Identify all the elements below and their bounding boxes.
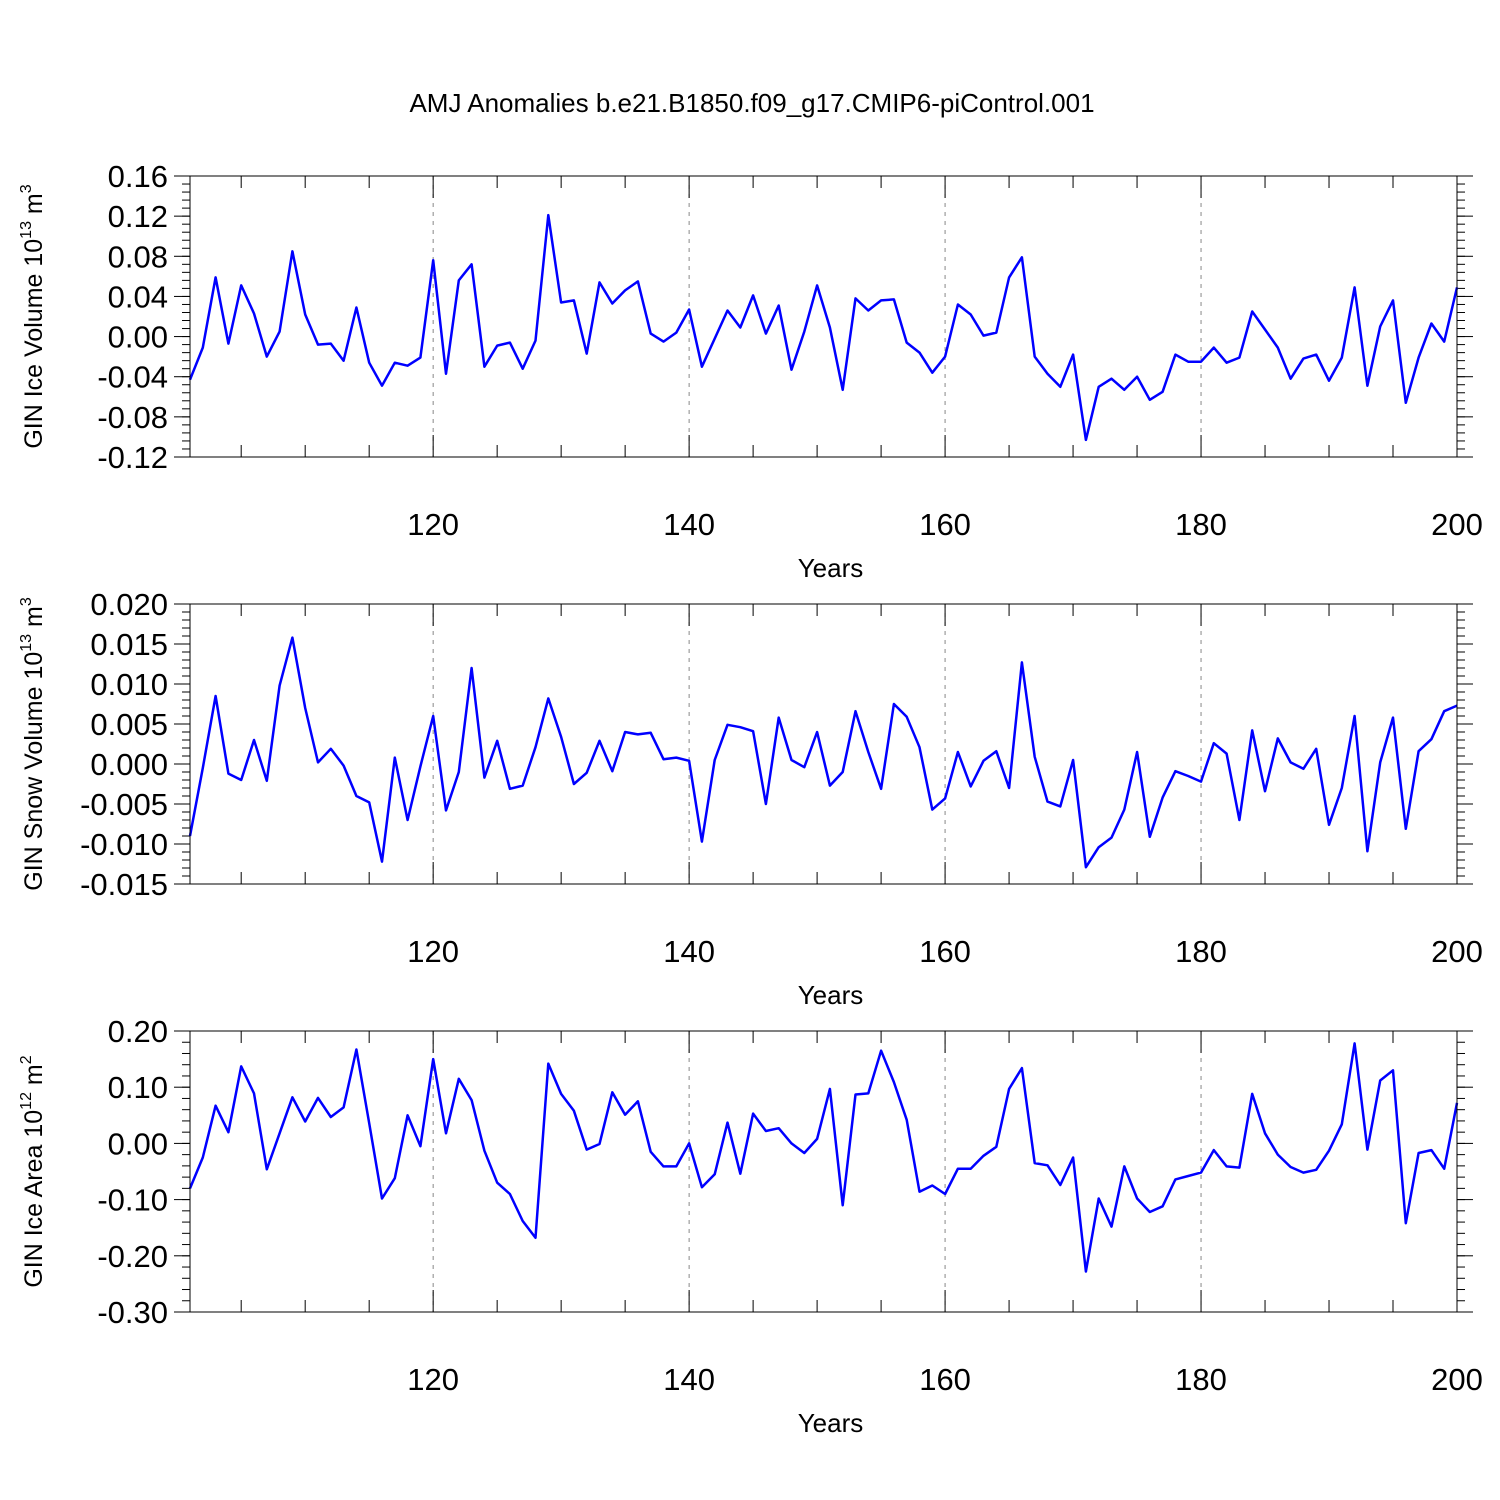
- x-tick-label: 180: [1175, 934, 1227, 969]
- x-tick-label: 200: [1431, 507, 1483, 542]
- chart-title: AMJ Anomalies b.e21.B1850.f09_g17.CMIP6-…: [409, 88, 1094, 118]
- y-tick-label: 0.10: [108, 1070, 168, 1105]
- series-line-1: [188, 213, 1459, 442]
- x-tick-label: 180: [1175, 1362, 1227, 1397]
- series-line-3: [188, 1042, 1459, 1273]
- y-axis-label: GIN Snow Volume 1013 m3: [18, 597, 48, 891]
- x-tick-label: 200: [1431, 1362, 1483, 1397]
- y-tick-label: -0.08: [97, 400, 168, 435]
- x-tick-label: 160: [919, 507, 971, 542]
- y-axis-label: GIN Ice Area 1012 m2: [18, 1055, 48, 1287]
- x-axis-label: Years: [798, 1408, 864, 1438]
- y-tick-label: 0.04: [108, 279, 168, 314]
- y-tick-label: 0.010: [90, 667, 168, 702]
- y-tick-label: 0.015: [90, 627, 168, 662]
- y-tick-label: 0.020: [90, 587, 168, 622]
- panel-1: -0.12 -0.08 -0.04 0.00 0.04 0.08 0.12 0.16 120 14…: [18, 159, 1483, 583]
- y-tick-label: 0.00: [108, 1126, 168, 1161]
- y-tick-label: 0.08: [108, 239, 168, 274]
- x-axis-label: Years: [798, 553, 864, 583]
- x-tick-label: 140: [663, 1362, 715, 1397]
- series-line-2: [188, 636, 1458, 869]
- y-tick-label: 0.000: [90, 747, 168, 782]
- y-tick-label: -0.010: [80, 827, 168, 862]
- panel-3: -0.30 -0.20 -0.10 0.00 0.10 0.20 120 140 160 180 2…: [18, 1014, 1483, 1438]
- x-tick-label: 140: [663, 507, 715, 542]
- y-tick-label: 0.00: [108, 320, 168, 355]
- y-tick-label: -0.20: [97, 1239, 168, 1274]
- plot-frame: [189, 603, 1458, 885]
- plot-frame: [189, 175, 1458, 458]
- x-tick-label: 200: [1431, 934, 1483, 969]
- x-tick-label: 140: [663, 934, 715, 969]
- y-tick-label: -0.10: [97, 1183, 168, 1218]
- plot-frame: [189, 1030, 1458, 1313]
- y-tick-label: -0.005: [80, 787, 168, 822]
- y-tick-label: 0.16: [108, 159, 168, 194]
- x-tick-label: 120: [407, 934, 459, 969]
- y-axis-label: GIN Ice Volume 1013 m3: [18, 184, 48, 448]
- y-tick-label: 0.005: [90, 707, 168, 742]
- y-tick-label: -0.04: [97, 360, 168, 395]
- x-tick-label: 180: [1175, 507, 1227, 542]
- x-axis-label: Years: [798, 980, 864, 1010]
- y-tick-label: 0.20: [108, 1014, 168, 1049]
- x-tick-label: 120: [407, 507, 459, 542]
- x-tick-label: 160: [919, 1362, 971, 1397]
- x-tick-label: 120: [407, 1362, 459, 1397]
- x-tick-label: 160: [919, 934, 971, 969]
- panel-2: -0.015 -0.010 -0.005 0.000 0.005 0.010 0.015 0.…: [18, 587, 1483, 1010]
- y-tick-label: -0.12: [97, 440, 168, 475]
- y-tick-label: -0.30: [97, 1295, 168, 1330]
- y-tick-label: -0.015: [80, 867, 168, 902]
- y-tick-label: 0.12: [108, 199, 168, 234]
